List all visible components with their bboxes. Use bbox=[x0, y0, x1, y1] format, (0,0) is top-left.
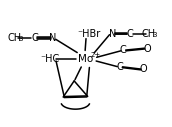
Text: 3: 3 bbox=[18, 36, 22, 42]
Text: N: N bbox=[109, 29, 116, 39]
Text: C: C bbox=[31, 33, 38, 43]
Text: C: C bbox=[120, 45, 127, 55]
Text: Mo: Mo bbox=[78, 54, 94, 64]
Text: 3: 3 bbox=[152, 32, 157, 38]
Text: N: N bbox=[49, 33, 57, 43]
Text: ⁻HC: ⁻HC bbox=[40, 54, 59, 64]
Text: CH: CH bbox=[7, 33, 21, 43]
Text: O: O bbox=[139, 65, 147, 74]
Text: 2+: 2+ bbox=[90, 52, 100, 58]
Text: CH: CH bbox=[142, 29, 156, 39]
Text: C: C bbox=[127, 29, 133, 39]
Text: ⁻HBr: ⁻HBr bbox=[78, 29, 101, 39]
Text: C: C bbox=[116, 62, 123, 72]
Text: O: O bbox=[143, 44, 151, 54]
